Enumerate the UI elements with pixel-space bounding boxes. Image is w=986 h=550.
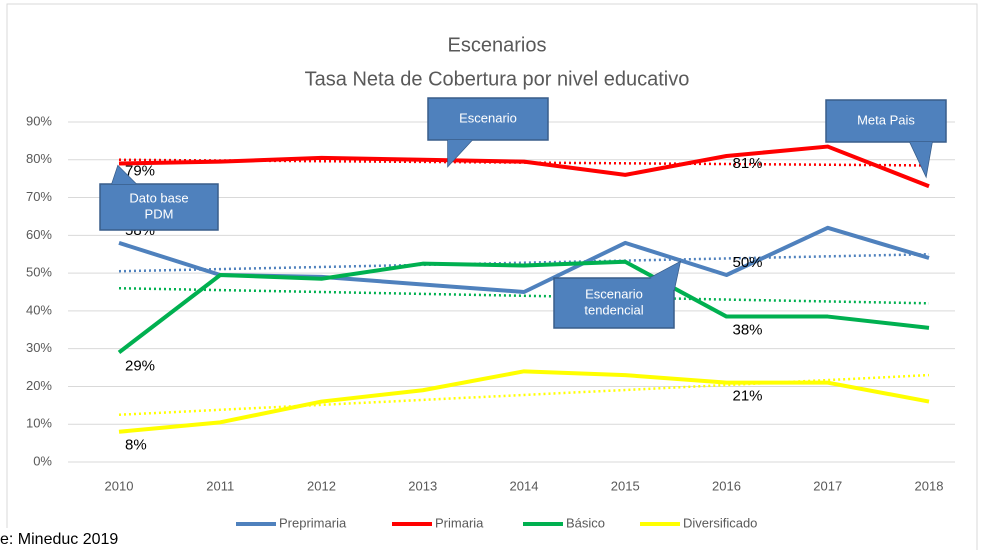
y-tick-label: 60% [26, 227, 52, 242]
x-tick-label: 2014 [510, 478, 539, 493]
callout-box [427, 97, 549, 141]
callout-box [553, 277, 675, 329]
y-tick-label: 70% [26, 189, 52, 204]
chart-subtitle: Tasa Neta de Cobertura por nivel educati… [305, 68, 690, 90]
y-tick-label: 10% [26, 416, 52, 431]
y-tick-label: 0% [33, 453, 52, 468]
x-tick-label: 2017 [813, 478, 842, 493]
data-label: 8% [125, 437, 147, 454]
data-label: 29% [125, 357, 155, 374]
data-label: 38% [733, 322, 763, 339]
data-label: 81% [733, 155, 763, 172]
trend-line [118, 252, 930, 273]
callout: Escenario [427, 97, 549, 168]
series-line [117, 259, 930, 355]
callout-pointer-fill [650, 262, 680, 290]
series-line [118, 369, 930, 434]
callout-box [825, 99, 947, 143]
y-tick-label: 50% [26, 265, 52, 280]
trend-line [118, 286, 930, 305]
callout: Meta Pais [825, 99, 947, 179]
callout-pointer-fill [910, 142, 932, 176]
x-tick-label: 2018 [915, 478, 944, 493]
data-label: 21% [733, 388, 763, 405]
callout-text: tendencial [584, 302, 643, 317]
data-label: 50% [733, 254, 763, 271]
x-tick-label: 2010 [105, 478, 134, 493]
y-tick-label: 30% [26, 340, 52, 355]
legend-label: Primaria [435, 515, 484, 530]
y-tick-label: 80% [26, 151, 52, 166]
legend-label: Básico [566, 515, 605, 530]
source-bg [0, 528, 160, 550]
callout-pointer-fill [112, 166, 136, 184]
x-tick-label: 2013 [408, 478, 437, 493]
x-tick-label: 2016 [712, 478, 741, 493]
x-tick-label: 2015 [611, 478, 640, 493]
y-tick-label: 40% [26, 302, 52, 317]
callout-text: Escenario [459, 110, 517, 125]
chart-frame [6, 3, 978, 550]
y-tick-label: 90% [26, 113, 52, 128]
callout-box [99, 183, 219, 231]
source: e: Mineduc 2019 [0, 531, 118, 548]
series-line [118, 144, 930, 189]
callout-text: PDM [145, 206, 174, 221]
chart-title: Escenarios [448, 34, 547, 56]
callout-pointer-fill [448, 140, 472, 166]
legend-label: Diversificado [683, 515, 757, 530]
legend-label: Preprimaria [279, 515, 347, 530]
callout-text: Escenario [585, 286, 643, 301]
callout-text: Dato base [129, 190, 188, 205]
y-tick-label: 20% [26, 378, 52, 393]
data-label: 79% [125, 163, 155, 180]
x-tick-label: 2012 [307, 478, 336, 493]
x-tick-label: 2011 [206, 478, 234, 493]
callout-text: Meta Pais [857, 112, 915, 127]
